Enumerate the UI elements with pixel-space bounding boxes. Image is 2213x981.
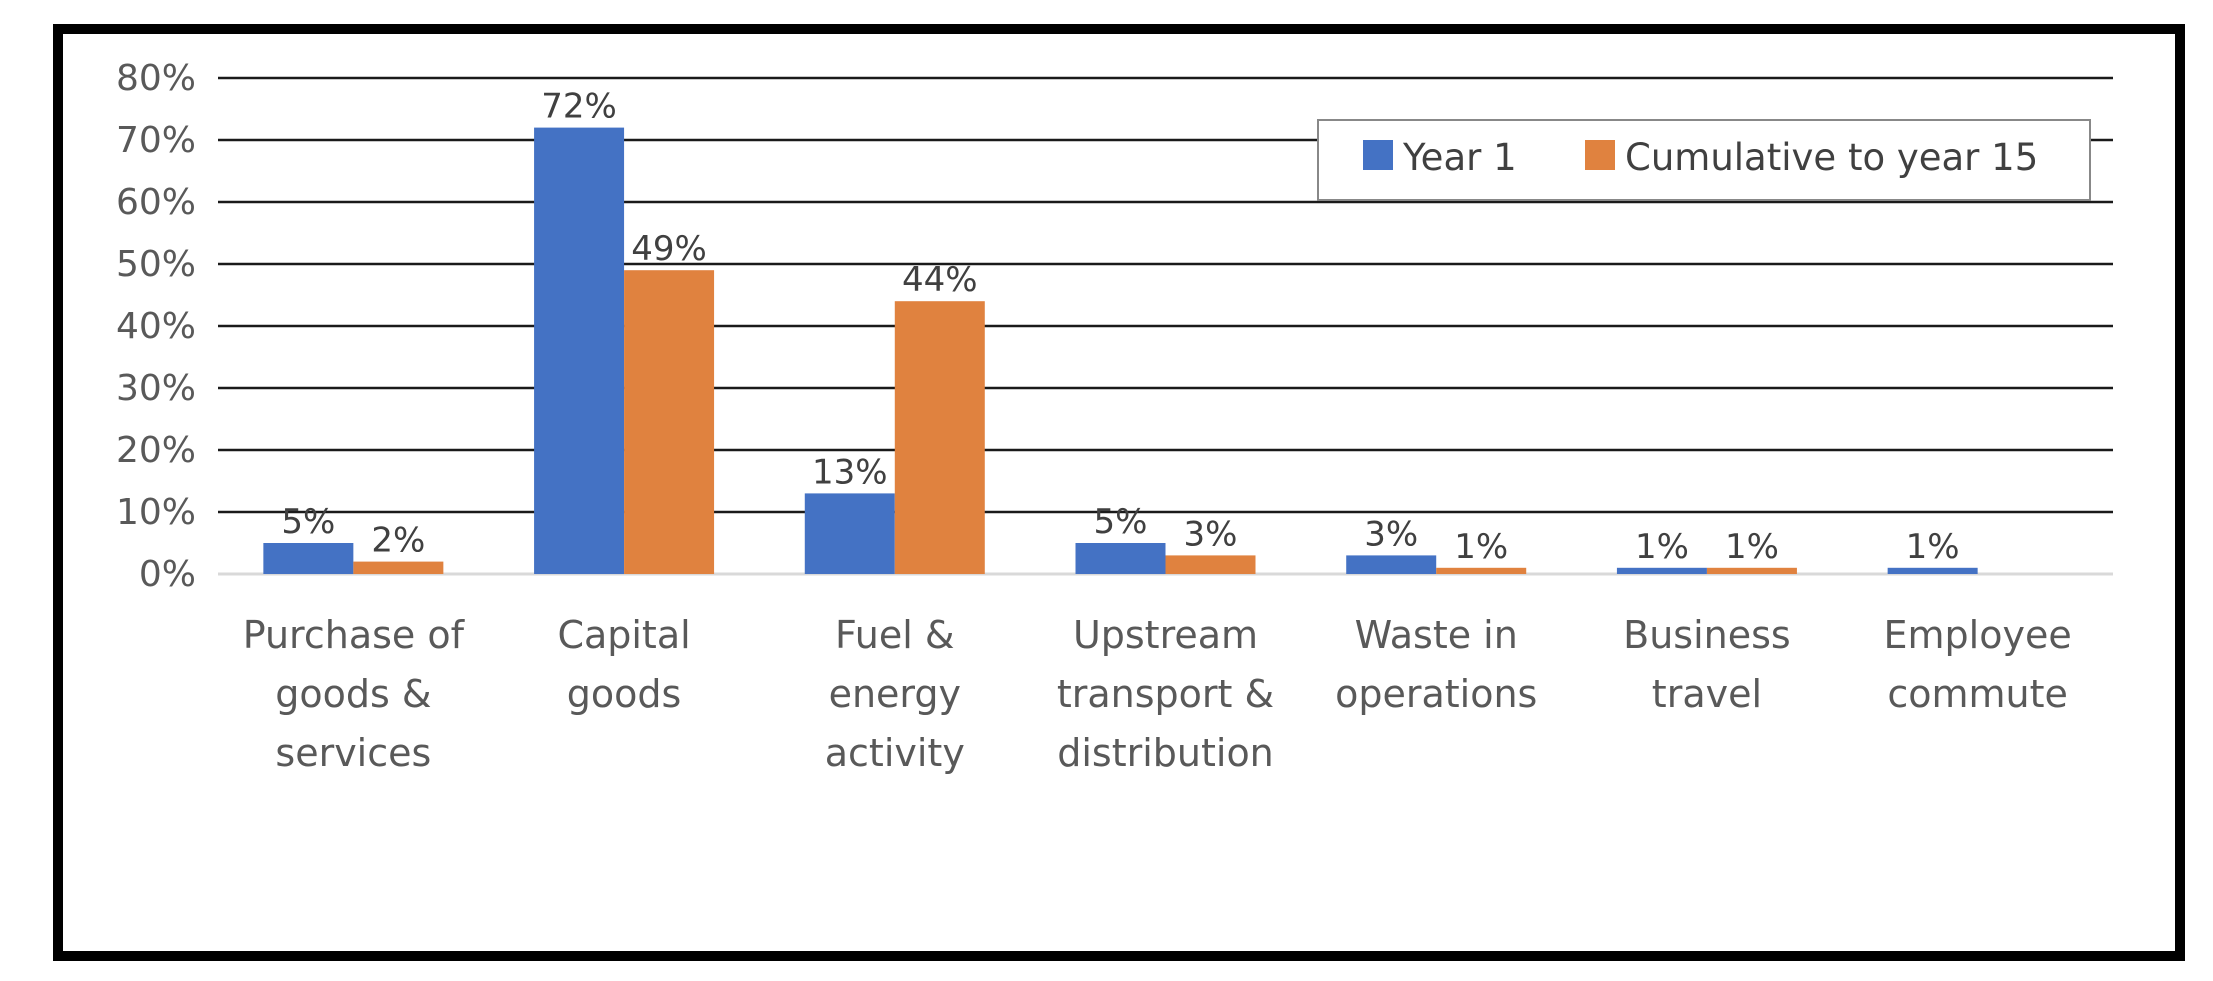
category-label: Business travel bbox=[1623, 613, 1791, 716]
bar-year-1-6 bbox=[1887, 567, 1978, 574]
bar-cumulative-1 bbox=[624, 270, 715, 574]
legend-label-cumulative: Cumulative to year 15 bbox=[1625, 136, 2038, 179]
bar-cumulative-3 bbox=[1165, 555, 1256, 574]
category-label: Capital goods bbox=[557, 613, 690, 716]
bar-year-1-1 bbox=[534, 127, 625, 574]
y-tick-label: 70% bbox=[116, 120, 196, 161]
data-label: 5% bbox=[281, 502, 335, 542]
bar-year-1-0 bbox=[263, 543, 354, 574]
data-label: 2% bbox=[371, 521, 425, 561]
data-label: 13% bbox=[812, 452, 888, 492]
legend-swatch-cumulative bbox=[1585, 140, 1615, 170]
legend-label-year-1: Year 1 bbox=[1402, 136, 1517, 179]
data-label: 1% bbox=[1635, 527, 1689, 567]
data-label: 49% bbox=[631, 229, 707, 269]
gridlines bbox=[218, 76, 2113, 576]
y-tick-label: 30% bbox=[116, 368, 196, 409]
data-label: 1% bbox=[1454, 527, 1508, 567]
data-label: 3% bbox=[1364, 514, 1418, 554]
bars bbox=[263, 127, 1978, 574]
y-tick-label: 10% bbox=[116, 492, 196, 533]
data-label: 5% bbox=[1094, 502, 1148, 542]
data-label: 3% bbox=[1184, 514, 1238, 554]
data-label: 44% bbox=[902, 260, 978, 300]
legend-box bbox=[1317, 119, 2091, 201]
y-axis-ticks: 0% 10% 20% 30% 40% 50% 60% 70% 80% bbox=[116, 58, 196, 595]
category-label: Waste in operations bbox=[1335, 613, 1537, 716]
y-tick-label: 80% bbox=[116, 58, 196, 99]
bar-cumulative-2 bbox=[894, 301, 985, 574]
data-label: 72% bbox=[541, 87, 617, 127]
y-tick-label: 60% bbox=[116, 182, 196, 223]
bar-year-1-4 bbox=[1346, 555, 1437, 574]
x-axis-categories: Purchase of goods & services Capital goods Fu… bbox=[243, 613, 2072, 775]
y-tick-label: 0% bbox=[139, 554, 196, 595]
category-label: Purchase of goods & services bbox=[243, 613, 466, 775]
bar-cumulative-4 bbox=[1436, 567, 1527, 574]
y-tick-label: 50% bbox=[116, 244, 196, 285]
bar-year-1-2 bbox=[804, 493, 895, 574]
bar-year-1-3 bbox=[1075, 543, 1166, 574]
bar-cumulative-0 bbox=[353, 561, 444, 574]
y-tick-label: 20% bbox=[116, 430, 196, 471]
category-label: Upstream transport & distribution bbox=[1057, 613, 1274, 775]
legend: Year 1 Cumulative to year 15 bbox=[1317, 119, 2091, 201]
data-labels: 5% 2% 72% 49% 13% 44% 5% 3% 3% 1% 1% 1% 1% bbox=[281, 87, 1959, 567]
bar-year-1-5 bbox=[1616, 567, 1707, 574]
y-tick-label: 40% bbox=[116, 306, 196, 347]
data-label: 1% bbox=[1906, 527, 1960, 567]
data-label: 1% bbox=[1725, 527, 1779, 567]
category-label: Fuel & energy activity bbox=[825, 613, 965, 775]
legend-swatch-year-1 bbox=[1363, 140, 1393, 170]
category-label: Employee commute bbox=[1884, 613, 2072, 716]
bar-cumulative-5 bbox=[1706, 567, 1797, 574]
